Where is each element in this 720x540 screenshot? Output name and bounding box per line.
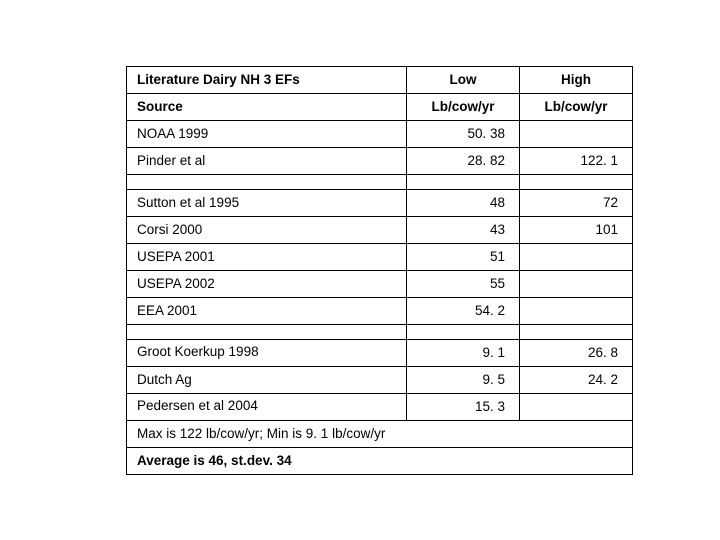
- high-cell: [520, 298, 633, 325]
- source-cell: NOAA 1999: [127, 121, 407, 148]
- unit-low: Lb/cow/yr: [407, 94, 520, 121]
- table-row: Groot Koerkup 1998 9. 1 26. 8: [127, 340, 633, 367]
- footer-row: Average is 46, st.dev. 34: [127, 448, 633, 475]
- low-cell: 48: [407, 190, 520, 217]
- low-cell: 55: [407, 271, 520, 298]
- source-cell: Sutton et al 1995: [127, 190, 407, 217]
- high-cell: [520, 271, 633, 298]
- high-cell: [520, 394, 633, 421]
- table-row: Corsi 2000 43 101: [127, 217, 633, 244]
- table-row: USEPA 2001 51: [127, 244, 633, 271]
- low-cell: 9. 1: [407, 340, 520, 367]
- table-row: Dutch Ag 9. 5 24. 2: [127, 367, 633, 394]
- header-row-2: Source Lb/cow/yr Lb/cow/yr: [127, 94, 633, 121]
- source-cell: Dutch Ag: [127, 367, 407, 394]
- table-row: EEA 2001 54. 2: [127, 298, 633, 325]
- low-cell: 51: [407, 244, 520, 271]
- low-cell: 54. 2: [407, 298, 520, 325]
- table-row: Pinder et al 28. 82 122. 1: [127, 148, 633, 175]
- footer-row: Max is 122 lb/cow/yr; Min is 9. 1 lb/cow…: [127, 421, 633, 448]
- table-row: NOAA 1999 50. 38: [127, 121, 633, 148]
- spacer-row: [127, 175, 633, 190]
- source-cell: Corsi 2000: [127, 217, 407, 244]
- low-cell: 28. 82: [407, 148, 520, 175]
- footer-avg: Average is 46, st.dev. 34: [127, 448, 633, 475]
- high-cell: [520, 244, 633, 271]
- data-table-container: Literature Dairy NH 3 EFs Low High Sourc…: [126, 66, 632, 475]
- source-cell: USEPA 2001: [127, 244, 407, 271]
- spacer-row: [127, 325, 633, 340]
- source-cell: Pedersen et al 2004: [127, 394, 407, 421]
- col-header-low: Low: [407, 67, 520, 94]
- footer-maxmin: Max is 122 lb/cow/yr; Min is 9. 1 lb/cow…: [127, 421, 633, 448]
- high-cell: 26. 8: [520, 340, 633, 367]
- high-cell: 24. 2: [520, 367, 633, 394]
- high-cell: 101: [520, 217, 633, 244]
- high-cell: 72: [520, 190, 633, 217]
- emission-factors-table: Literature Dairy NH 3 EFs Low High Sourc…: [126, 66, 633, 475]
- table-row: Pedersen et al 2004 15. 3: [127, 394, 633, 421]
- source-cell: Groot Koerkup 1998: [127, 340, 407, 367]
- low-cell: 43: [407, 217, 520, 244]
- source-cell: USEPA 2002: [127, 271, 407, 298]
- table-row: USEPA 2002 55: [127, 271, 633, 298]
- source-cell: EEA 2001: [127, 298, 407, 325]
- low-cell: 9. 5: [407, 367, 520, 394]
- high-cell: 122. 1: [520, 148, 633, 175]
- col-header-high: High: [520, 67, 633, 94]
- table-row: Sutton et al 1995 48 72: [127, 190, 633, 217]
- unit-high: Lb/cow/yr: [520, 94, 633, 121]
- table-title: Literature Dairy NH 3 EFs: [127, 67, 407, 94]
- header-row-1: Literature Dairy NH 3 EFs Low High: [127, 67, 633, 94]
- source-cell: Pinder et al: [127, 148, 407, 175]
- high-cell: [520, 121, 633, 148]
- low-cell: 15. 3: [407, 394, 520, 421]
- source-header: Source: [127, 94, 407, 121]
- low-cell: 50. 38: [407, 121, 520, 148]
